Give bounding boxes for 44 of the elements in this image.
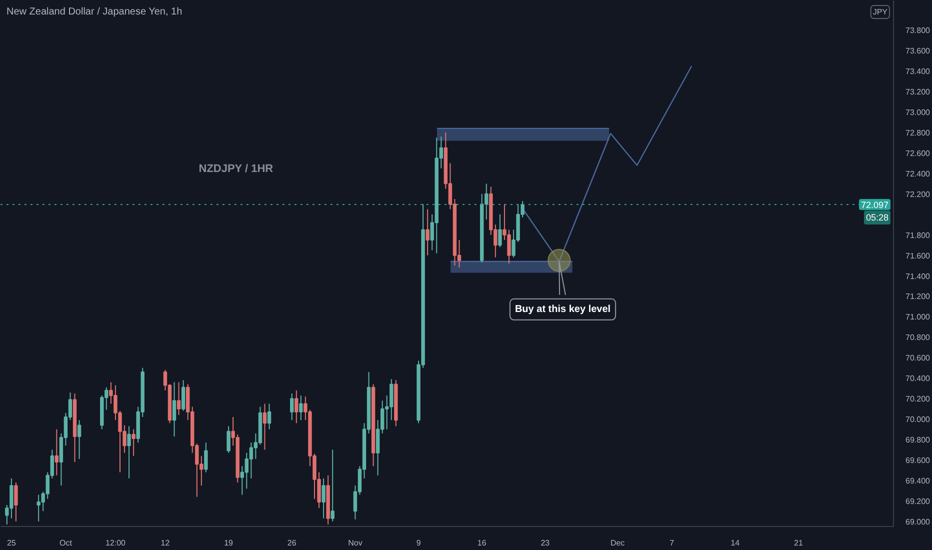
- y-tick-label: 71.200: [906, 292, 931, 302]
- y-tick-label: 69.600: [906, 456, 931, 465]
- annotation: Buy at this key level: [514, 304, 611, 315]
- x-tick-label: 19: [224, 538, 234, 548]
- y-tick-label: 70.000: [906, 415, 931, 424]
- y-tick-label: 71.000: [906, 312, 931, 322]
- text: New Zealand Dollar / Japanese Yen, 1h: [6, 6, 182, 18]
- x-tick-label: 25: [6, 538, 16, 548]
- x-tick-label: Oct: [59, 538, 73, 548]
- y-tick-label: 73.800: [906, 26, 931, 36]
- x-tick-label: 9: [416, 538, 422, 548]
- y-tick-label: 73.400: [906, 67, 931, 76]
- y-tick-label: 70.200: [906, 394, 931, 404]
- annotation: 05:28: [866, 212, 889, 222]
- x-tick-label: 16: [477, 538, 487, 548]
- y-tick-label: 73.000: [906, 108, 931, 118]
- y-tick-label: 69.200: [906, 496, 931, 506]
- y-tick-label: 69.400: [906, 476, 931, 486]
- x-tick-label: 12: [160, 538, 170, 548]
- x-tick-label: 7: [670, 538, 675, 548]
- y-tick-label: 70.600: [906, 354, 931, 363]
- annotation: NZDJPY / 1HR: [198, 162, 274, 175]
- y-tick-label: 72.200: [906, 190, 931, 199]
- x-tick-label: 14: [730, 538, 740, 548]
- y-tick-label: 73.200: [906, 88, 931, 97]
- x-tick-label: 23: [540, 538, 550, 548]
- y-tick-label: 73.600: [906, 46, 931, 56]
- y-tick-label: 71.400: [906, 272, 931, 281]
- x-tick-label: Dec: [610, 538, 625, 548]
- y-tick-label: 72.400: [906, 169, 931, 178]
- y-tick-label: 71.600: [906, 251, 931, 260]
- y-tick-label: 69.800: [906, 436, 931, 445]
- x-tick-label: 12:00: [105, 538, 126, 548]
- x-tick-label: 26: [287, 538, 297, 548]
- y-tick-label: 69.000: [906, 517, 931, 526]
- y-tick-label: 70.800: [906, 333, 931, 342]
- y-tick-label: 72.800: [906, 128, 931, 138]
- y-tick-label: 70.400: [906, 374, 931, 384]
- y-tick-label: 71.800: [906, 230, 931, 240]
- ref-line-label: 72.097: [860, 200, 889, 210]
- y-axis-title: JPY: [872, 8, 888, 16]
- y-tick-label: 72.600: [906, 148, 931, 158]
- x-tick-label: 21: [794, 538, 804, 548]
- x-tick-label: Nov: [348, 538, 362, 548]
